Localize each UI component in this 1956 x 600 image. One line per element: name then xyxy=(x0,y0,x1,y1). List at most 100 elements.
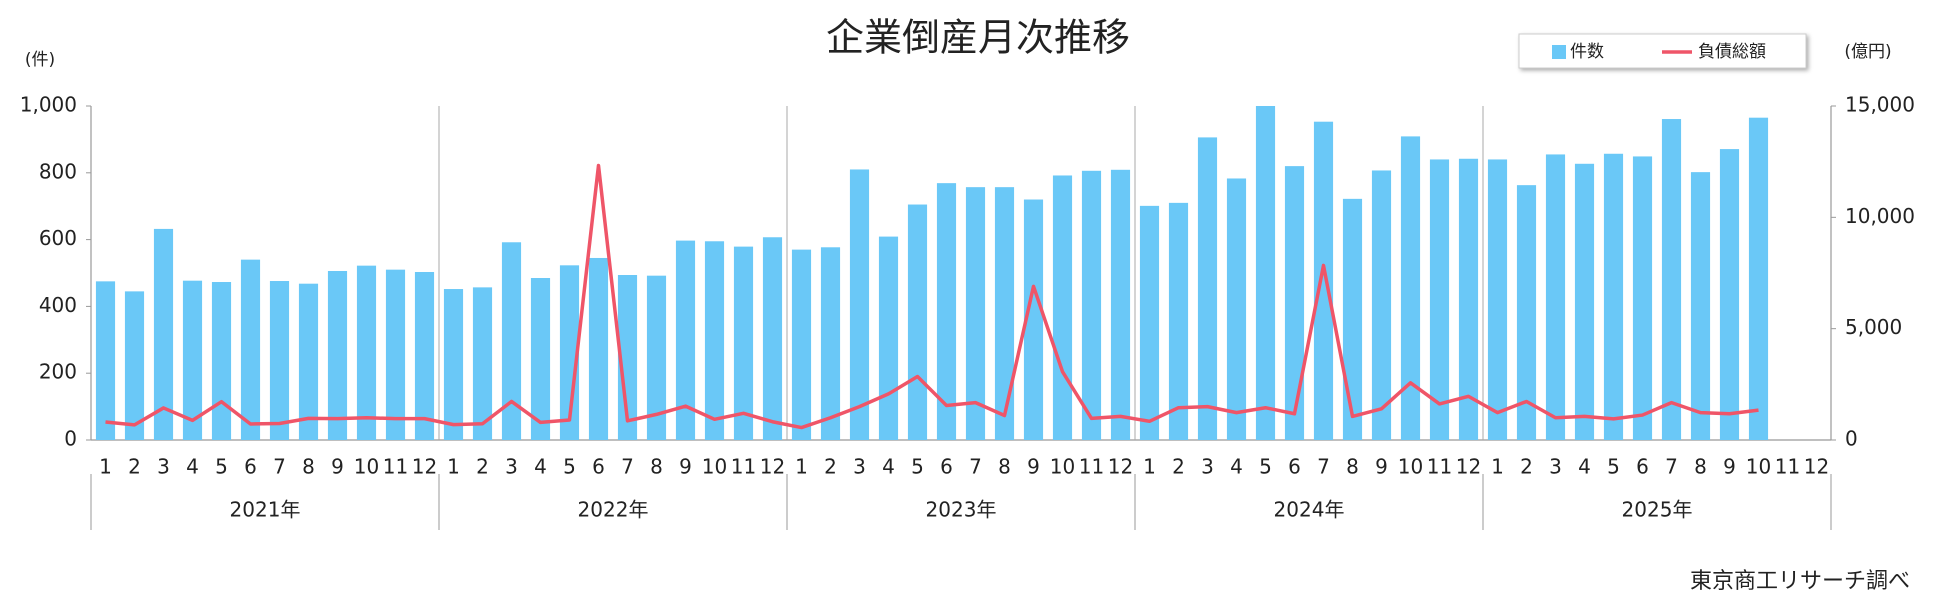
y2-tick-label: 0 xyxy=(1845,427,1858,451)
bar xyxy=(994,187,1015,440)
x-tick-label: 12 xyxy=(1804,455,1829,479)
bar xyxy=(1371,170,1392,440)
y-tick-label: 0 xyxy=(64,427,77,451)
bar xyxy=(1313,121,1334,440)
y2-tick-label: 10,000 xyxy=(1845,204,1915,228)
bar xyxy=(965,187,986,440)
y2-axis-label: (億円) xyxy=(1844,42,1891,62)
x-tick-label: 4 xyxy=(882,455,895,479)
chart-title: 企業倒産月次推移 xyxy=(826,16,1130,60)
bar xyxy=(1023,199,1044,440)
x-group-label: 2024年 xyxy=(1274,498,1345,522)
bar xyxy=(211,282,232,440)
x-tick-label: 1 xyxy=(447,455,460,479)
x-tick-label: 10 xyxy=(702,455,727,479)
x-group-label: 2023年 xyxy=(926,498,997,522)
bar xyxy=(1748,117,1769,440)
bar xyxy=(182,280,203,440)
bar xyxy=(878,236,899,440)
y-tick-label: 1,000 xyxy=(20,93,77,117)
x-tick-label: 9 xyxy=(679,455,692,479)
x-group-label: 2025年 xyxy=(1622,498,1693,522)
x-tick-label: 10 xyxy=(1398,455,1423,479)
bar xyxy=(530,278,551,440)
x-tick-label: 12 xyxy=(412,455,437,479)
x-tick-label: 4 xyxy=(186,455,199,479)
x-tick-label: 8 xyxy=(998,455,1011,479)
x-tick-label: 11 xyxy=(731,455,756,479)
x-tick-label: 8 xyxy=(650,455,663,479)
bar xyxy=(936,183,957,441)
legend-label: 件数 xyxy=(1570,42,1604,62)
x-tick-label: 12 xyxy=(1108,455,1133,479)
bar xyxy=(95,281,116,440)
x-tick-label: 4 xyxy=(534,455,547,479)
bar xyxy=(1458,158,1479,440)
x-tick-label: 12 xyxy=(1456,455,1481,479)
bar xyxy=(124,291,145,440)
x-tick-label: 4 xyxy=(1230,455,1243,479)
x-tick-label: 2 xyxy=(1172,455,1185,479)
x-tick-label: 9 xyxy=(1375,455,1388,479)
x-tick-label: 9 xyxy=(1723,455,1736,479)
x-tick-label: 7 xyxy=(969,455,982,479)
y-axis-label: (件) xyxy=(25,50,55,70)
x-tick-label: 6 xyxy=(940,455,953,479)
x-tick-label: 9 xyxy=(331,455,344,479)
bar xyxy=(1081,170,1102,440)
x-tick-label: 3 xyxy=(157,455,170,479)
x-tick-label: 10 xyxy=(1746,455,1771,479)
legend-label: 負債総額 xyxy=(1698,42,1766,62)
bar xyxy=(1487,159,1508,440)
bar xyxy=(1255,106,1276,440)
x-tick-label: 8 xyxy=(302,455,315,479)
x-tick-label: 8 xyxy=(1346,455,1359,479)
bar xyxy=(1052,175,1073,441)
y-tick-label: 400 xyxy=(39,293,77,317)
bar xyxy=(849,169,870,440)
x-tick-label: 9 xyxy=(1027,455,1040,479)
x-tick-label: 7 xyxy=(621,455,634,479)
x-tick-label: 1 xyxy=(99,455,112,479)
x-tick-label: 6 xyxy=(592,455,605,479)
bar xyxy=(385,269,406,440)
bar xyxy=(1574,163,1595,441)
x-tick-label: 2 xyxy=(128,455,141,479)
bar xyxy=(1110,169,1131,440)
bar xyxy=(240,259,261,440)
bar xyxy=(1603,153,1624,440)
source: 東京商工リサーチ調べ xyxy=(1690,569,1910,594)
bar xyxy=(1342,198,1363,440)
x-tick-label: 7 xyxy=(1665,455,1678,479)
bar xyxy=(617,275,638,440)
x-group-label: 2021年 xyxy=(230,498,301,522)
y-tick-label: 600 xyxy=(39,226,77,250)
bar xyxy=(443,289,464,440)
bar xyxy=(704,241,725,440)
x-tick-label: 12 xyxy=(760,455,785,479)
x-tick-label: 3 xyxy=(505,455,518,479)
x-tick-label: 5 xyxy=(215,455,228,479)
x-tick-label: 11 xyxy=(383,455,408,479)
x-tick-label: 3 xyxy=(1201,455,1214,479)
bar xyxy=(1632,156,1653,440)
x-tick-label: 7 xyxy=(273,455,286,479)
x-tick-label: 2 xyxy=(824,455,837,479)
x-tick-label: 11 xyxy=(1079,455,1104,479)
bar xyxy=(1661,119,1682,440)
x-tick-label: 1 xyxy=(1491,455,1504,479)
bar xyxy=(356,265,377,440)
x-tick-label: 8 xyxy=(1694,455,1707,479)
x-tick-label: 7 xyxy=(1317,455,1330,479)
x-tick-label: 2 xyxy=(476,455,489,479)
bar xyxy=(675,240,696,440)
bar xyxy=(907,204,928,440)
y-tick-label: 200 xyxy=(39,360,77,384)
bar xyxy=(414,271,435,440)
bar xyxy=(1690,172,1711,440)
x-tick-label: 4 xyxy=(1578,455,1591,479)
bar xyxy=(559,265,580,440)
x-tick-label: 5 xyxy=(1607,455,1620,479)
x-group-label: 2022年 xyxy=(578,498,649,522)
